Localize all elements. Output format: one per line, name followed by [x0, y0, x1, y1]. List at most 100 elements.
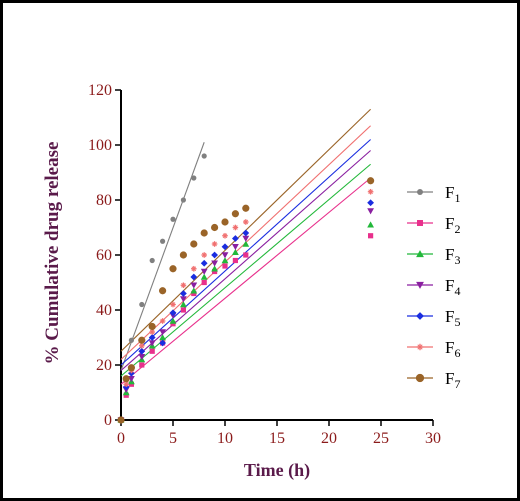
axes: 0 20 40 60 80 100 120 0 5 10 15 20 25 30 — [88, 82, 441, 447]
point-5-7 — [180, 290, 187, 297]
x-tick-label-4: 20 — [321, 430, 337, 447]
point-2-3 — [139, 362, 145, 368]
point-6-11 — [222, 232, 228, 239]
point-7-12 — [231, 210, 239, 218]
x-tick-label-1: 5 — [169, 430, 177, 447]
point-4-11 — [221, 252, 229, 259]
y-tick-label-2: 40 — [96, 302, 112, 319]
point-3-10 — [211, 265, 218, 272]
legend-label-3: F3 — [445, 245, 460, 267]
point-2-10 — [212, 268, 218, 275]
point-6-3 — [139, 342, 145, 349]
legend-marker-3 — [416, 250, 424, 258]
legend-label-4: F4 — [445, 276, 460, 298]
point-6-10 — [211, 241, 218, 247]
point-4-5 — [159, 329, 166, 336]
x-tick-label-5: 25 — [373, 430, 389, 447]
point-1-7 — [180, 197, 186, 203]
point-6-1-d2 — [123, 381, 129, 387]
point-6-7-d2 — [181, 282, 186, 288]
point-6-7 — [180, 282, 187, 289]
point-4-9 — [200, 268, 208, 275]
point-6-12-d2 — [233, 225, 238, 230]
point-2-14 — [368, 233, 374, 239]
point-7-8 — [190, 240, 198, 248]
data-points — [117, 153, 375, 424]
point-5-14 — [367, 199, 374, 207]
point-6-14-d2 — [368, 189, 373, 195]
x-tick-label-2: 10 — [217, 430, 233, 447]
legend: F1 F2 F3 F4 F5 F6 F7 — [407, 183, 460, 391]
y-tick-label-5: 100 — [88, 137, 112, 154]
fit-line-2 — [120, 177, 371, 385]
point-3-9 — [200, 273, 208, 280]
point-6-9-d2 — [201, 252, 207, 258]
fit-line-4 — [120, 150, 371, 371]
point-6-4 — [149, 329, 155, 335]
point-5-13 — [242, 229, 250, 237]
point-4-10 — [211, 260, 218, 267]
legend-marker-6-d2 — [417, 344, 423, 350]
point-1-9 — [201, 153, 207, 159]
point-3-6 — [169, 317, 177, 324]
y-tick-label-1: 20 — [96, 357, 112, 374]
point-7-13 — [242, 204, 250, 212]
point-2-6 — [170, 321, 176, 327]
point-5-4 — [148, 334, 156, 341]
legend-marker-6 — [416, 343, 424, 351]
legend-marker-2 — [417, 220, 423, 226]
y-tick-label-6: 120 — [88, 82, 112, 99]
point-3-8 — [190, 287, 198, 294]
point-6-3-d2 — [139, 343, 145, 349]
legend-label-7: F7 — [445, 369, 460, 391]
y-tick-label-0: 0 — [104, 412, 112, 429]
point-6-8-d2 — [191, 266, 197, 272]
point-2-8 — [191, 290, 197, 297]
point-2-13 — [243, 252, 249, 258]
point-2-11 — [222, 263, 228, 269]
point-4-8 — [190, 282, 198, 289]
point-6-11-d2 — [222, 233, 228, 239]
point-6-6-d2 — [170, 302, 176, 307]
point-3-7 — [180, 301, 187, 308]
point-6-6 — [170, 301, 176, 308]
point-6-14 — [367, 188, 374, 195]
fit-line-3 — [120, 163, 371, 377]
point-2-12 — [232, 257, 238, 264]
point-7-0 — [117, 416, 125, 424]
legend-marker-1 — [417, 189, 423, 195]
point-1-2 — [128, 337, 134, 343]
point-2-1 — [123, 392, 129, 398]
point-1-6 — [170, 216, 176, 222]
fit-lines — [120, 108, 371, 385]
point-6-4-d2 — [149, 329, 155, 335]
x-tick-label-6: 30 — [425, 430, 441, 447]
point-7-4 — [148, 322, 156, 331]
legend-label-6: F6 — [445, 338, 460, 360]
point-6-5 — [159, 318, 166, 324]
point-7-11 — [221, 218, 229, 226]
point-5-9 — [200, 259, 208, 267]
point-1-5 — [160, 238, 166, 244]
x-axis-label: Time (h) — [244, 460, 310, 481]
point-4-4 — [148, 340, 156, 347]
fit-line-5 — [120, 139, 371, 366]
point-6-9 — [201, 252, 207, 258]
point-4-13 — [242, 235, 250, 242]
legend-marker-5 — [416, 312, 424, 320]
point-6-8 — [191, 265, 197, 272]
point-5-8 — [190, 273, 198, 281]
point-6-10-d2 — [212, 241, 217, 247]
y-tick-label-3: 60 — [96, 247, 112, 264]
point-3-14 — [367, 221, 374, 228]
point-4-7 — [180, 296, 187, 303]
point-3-11 — [221, 257, 229, 264]
legend-label-5: F5 — [445, 307, 460, 329]
point-1-3 — [139, 301, 145, 308]
point-3-12 — [232, 248, 239, 255]
point-1-4 — [149, 257, 155, 264]
point-2-7 — [180, 307, 186, 313]
